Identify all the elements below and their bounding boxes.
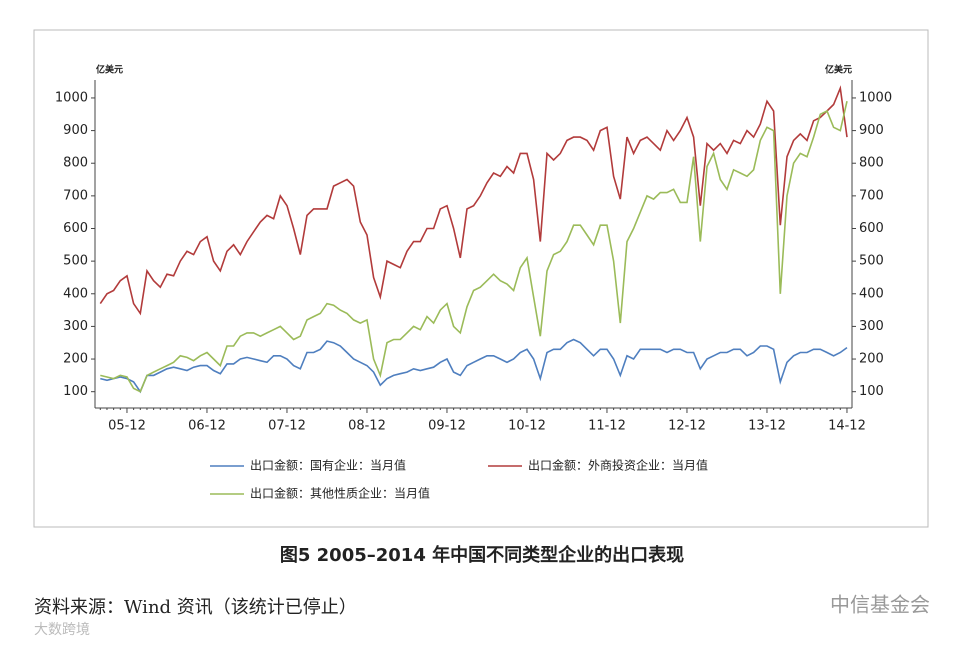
x-tick-label: 06-12 [188, 419, 226, 434]
x-tick-label: 08-12 [348, 419, 386, 434]
x-tick-label: 10-12 [508, 419, 546, 434]
y-tick-label: 1000 [55, 90, 88, 105]
y2-tick-label: 200 [859, 352, 884, 367]
x-tick-label: 09-12 [428, 419, 466, 434]
legend-label: 出口金额：外商投资企业：当月值 [528, 458, 708, 473]
watermark: 大数跨境 [34, 622, 90, 638]
y-tick-label: 500 [63, 254, 88, 269]
y2-tick-label: 400 [859, 286, 884, 301]
y2-tick-label: 800 [859, 156, 884, 171]
y-tick-label: 200 [63, 352, 88, 367]
y-tick-label: 300 [63, 319, 88, 334]
x-tick-label: 05-12 [108, 419, 146, 434]
y2-tick-label: 700 [859, 188, 884, 203]
caption: 图5 2005–2014 年中国不同类型企业的出口表现 [280, 544, 684, 566]
y2-tick-label: 900 [859, 123, 884, 138]
watermark: 中信基金会 [830, 593, 930, 617]
y2-tick-label: 600 [859, 221, 884, 236]
x-tick-label: 12-12 [668, 419, 706, 434]
y-tick-label: 100 [63, 384, 88, 399]
y2-tick-label: 100 [859, 384, 884, 399]
x-tick-label: 11-12 [588, 419, 626, 434]
legend-label: 出口金额：其他性质企业：当月值 [250, 486, 430, 501]
y-tick-label: 900 [63, 123, 88, 138]
y2-tick-label: 500 [859, 254, 884, 269]
series-line [100, 338, 848, 394]
y-tick-label: 800 [63, 156, 88, 171]
y-axis-unit: 亿美元 [96, 64, 123, 76]
source: 资料来源：Wind 资讯（该统计已停止） [34, 597, 357, 618]
y2-axis-unit: 亿美元 [825, 64, 852, 76]
x-tick-label: 07-12 [268, 419, 306, 434]
y-tick-label: 700 [63, 188, 88, 203]
y2-tick-label: 300 [859, 319, 884, 334]
y2-tick-label: 1000 [859, 90, 892, 105]
x-tick-label: 13-12 [748, 419, 786, 434]
series-line [99, 85, 848, 316]
legend-label: 出口金额：国有企业：当月值 [250, 458, 406, 473]
series-line [100, 101, 848, 393]
chart-frame [33, 29, 929, 528]
y-tick-label: 600 [63, 221, 88, 236]
y-tick-label: 400 [63, 286, 88, 301]
x-tick-label: 14-12 [828, 419, 866, 434]
